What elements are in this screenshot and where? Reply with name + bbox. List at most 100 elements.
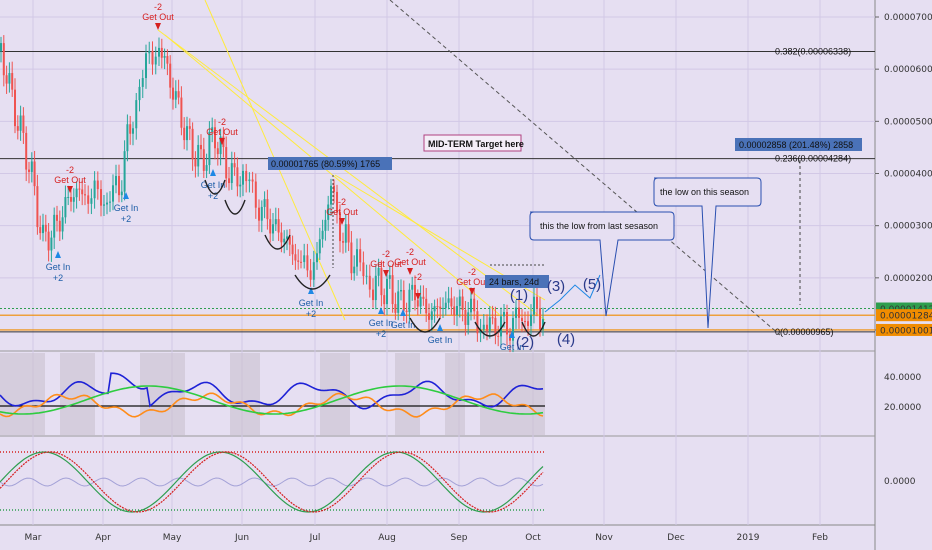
bottom-arcs [204, 179, 546, 337]
candle-body [283, 238, 286, 243]
highlight-band [445, 353, 465, 435]
candle-body [148, 50, 151, 54]
buy-count: +2 [208, 191, 218, 201]
candle-body [233, 163, 236, 168]
candle-body [225, 147, 228, 179]
x-tick-label: May [163, 533, 182, 543]
time-axis[interactable]: Mar Apr May Jun Jul Aug Sep Oct Nov Dec 2019 Feb [25, 533, 829, 543]
x-tick-label: Jul [309, 533, 321, 543]
candle-body [470, 298, 472, 313]
candle-body [433, 306, 436, 312]
x-tick-label: Feb [812, 533, 828, 543]
candle-body [251, 179, 254, 182]
candlesticks [0, 35, 544, 353]
highlight-band [140, 353, 185, 435]
candle-body [33, 161, 36, 187]
candle-body [456, 306, 458, 316]
buy-label: Get In [369, 318, 394, 328]
candle-body [87, 195, 90, 204]
sell-arrow [469, 288, 475, 295]
candle-body [248, 179, 251, 182]
bottom-arc [204, 179, 226, 195]
target-label: MID-TERM Target here [428, 139, 524, 149]
wave-label: (1) [510, 287, 528, 304]
buy-label: Get In [391, 320, 416, 330]
sell-count: -2 [382, 249, 390, 259]
candle-body [342, 241, 344, 243]
bottom-arc [264, 234, 291, 250]
buy-label: Get In [46, 262, 71, 272]
candle-body [500, 316, 502, 337]
highlight-band [0, 353, 45, 435]
wave-label: (2) [516, 334, 534, 351]
candle-body [397, 291, 400, 313]
candle-body [118, 175, 120, 196]
sell-count: -2 [414, 272, 422, 282]
callouts: 0.00002858 (201.48%) 2858 0.00001765 (80.… [268, 134, 862, 329]
candle-body [419, 296, 422, 307]
candle-body [96, 180, 99, 190]
callout-text-last-season: this the low from last sesason [540, 221, 658, 231]
candle-body [497, 335, 500, 337]
candle-body [106, 202, 108, 205]
candle-body [336, 191, 338, 213]
candle-body [228, 178, 230, 184]
candle-body [50, 237, 53, 251]
dmi-tick-label: 20.0000 [884, 403, 921, 413]
candle-body [391, 275, 394, 305]
candle-body [386, 278, 388, 305]
callout-text-this-season: the low on this season [660, 187, 749, 197]
candle-body [347, 224, 350, 243]
x-tick-label: Sep [451, 533, 468, 543]
dmi-plus-line [0, 372, 544, 410]
measure-label: 0.00002858 (201.48%) 2858 [739, 140, 853, 150]
candle-body [356, 249, 358, 267]
candle-body [288, 236, 291, 245]
candle-body [25, 132, 28, 170]
callout-bubble [653, 177, 762, 329]
candle-body [263, 199, 266, 207]
indicator-pane-dmi[interactable] [0, 353, 875, 435]
wave-label: (3) [547, 278, 565, 295]
wave-labels: (1) (2) (3) (4) (5) [510, 276, 601, 351]
sell-count: -2 [154, 2, 162, 12]
candle-body [400, 290, 402, 292]
bottom-arc [474, 321, 506, 337]
highlight-band [395, 353, 420, 435]
candle-body [123, 151, 126, 192]
candle-body [70, 196, 72, 202]
buy-count: +2 [306, 309, 316, 319]
candle-body [222, 136, 225, 148]
price-pane[interactable] [0, 0, 875, 350]
candle-body [405, 310, 408, 313]
candle-body [411, 284, 414, 290]
candle-body [28, 169, 30, 172]
sell-count: -2 [406, 247, 414, 257]
candle-body [309, 270, 312, 280]
candle-body [239, 184, 242, 187]
bottom-arc [294, 274, 331, 290]
buy-label: Get In [114, 203, 139, 213]
fib-label: 0(0.00000965) [775, 327, 834, 337]
fib-label: 0.382(0.00006338) [775, 47, 851, 57]
buy-count: +2 [121, 214, 131, 224]
candle-body [166, 56, 169, 64]
candle-body [200, 144, 202, 150]
sell-arrow [339, 218, 345, 225]
x-tick-label: 2019 [737, 533, 760, 543]
candle-body [0, 43, 2, 51]
candle-body [321, 230, 324, 240]
candle-body [112, 185, 114, 202]
buy-arrow [400, 309, 406, 316]
candle-body [254, 181, 257, 208]
bottom-arc [521, 321, 546, 337]
price-badge-label: 0.00001284 [880, 312, 932, 322]
candle-body [172, 87, 174, 100]
x-tick-label: Nov [595, 533, 613, 543]
